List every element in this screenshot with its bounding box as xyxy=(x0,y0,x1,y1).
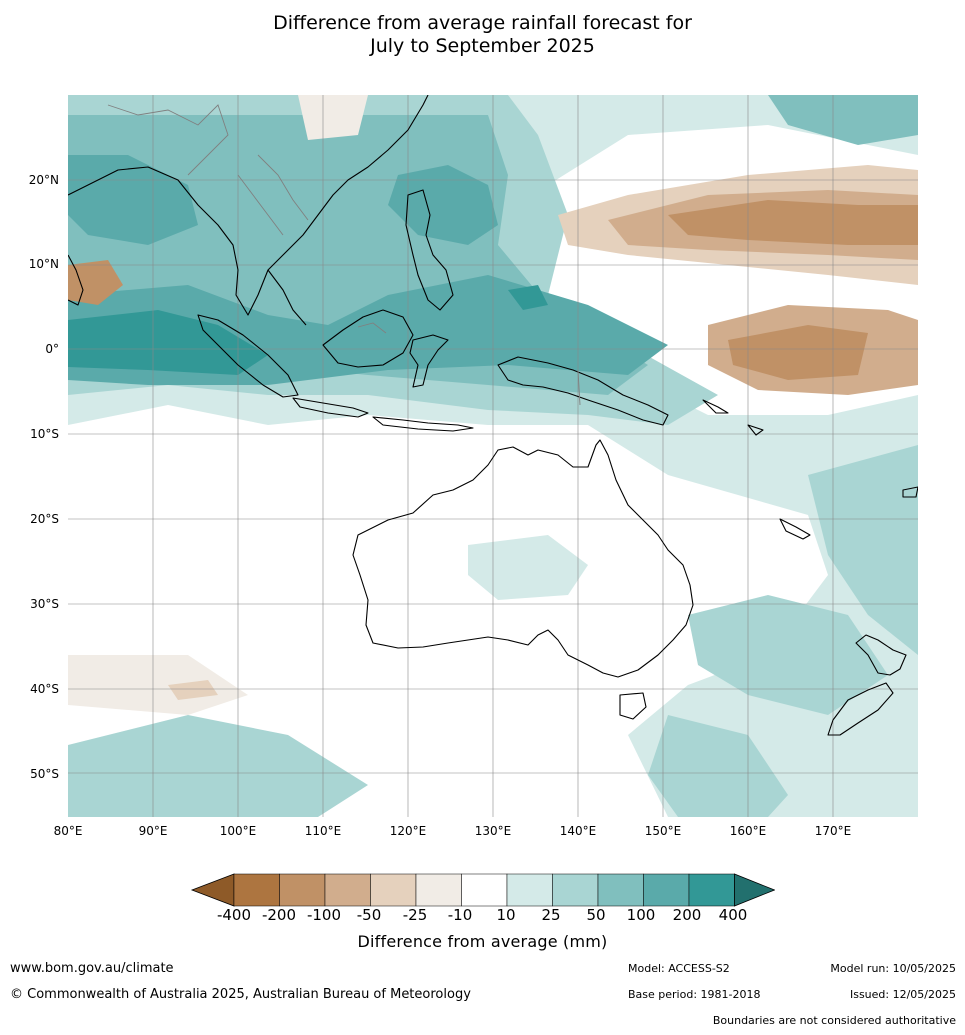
colorbar-swatch xyxy=(506,873,553,907)
lat-label-20s: 20°S xyxy=(30,512,59,526)
colorbar-legend xyxy=(190,873,775,907)
colorbar-tick: -50 xyxy=(356,906,382,924)
colorbar-tick: -10 xyxy=(447,906,473,924)
lon-label-150e: 150°E xyxy=(644,824,682,838)
lat-label-30s: 30°S xyxy=(30,597,59,611)
footer-url-link[interactable]: www.bom.gov.au/climate xyxy=(10,961,174,976)
colorbar-swatch xyxy=(233,873,280,907)
rainfall-map xyxy=(68,95,918,817)
colorbar-swatch xyxy=(461,873,508,907)
colorbar-swatch xyxy=(415,873,462,907)
lon-label-110e: 110°E xyxy=(304,824,342,838)
colorbar-swatch xyxy=(279,873,326,907)
lon-label-90e: 90°E xyxy=(138,824,168,838)
borders xyxy=(107,104,581,406)
lon-label-120e: 120°E xyxy=(389,824,427,838)
lon-label-130e: 130°E xyxy=(474,824,512,838)
colorbar-tick: 50 xyxy=(586,906,606,924)
lat-label-10n: 10°N xyxy=(28,257,59,271)
footer-model-run: Model run: 10/05/2025 xyxy=(830,962,956,975)
colorbar-axis-label: Difference from average (mm) xyxy=(357,932,608,951)
lon-label-80e: 80°E xyxy=(53,824,83,838)
lat-label-50s: 50°S xyxy=(30,767,59,781)
rainfall-anomaly-map xyxy=(68,95,918,817)
colorbar-swatch xyxy=(370,873,417,907)
colorbar-tick: 400 xyxy=(718,906,748,924)
colorbar-tick: -400 xyxy=(216,906,252,924)
colorbar-extend-low xyxy=(190,873,235,907)
colorbar-swatch xyxy=(552,873,599,907)
lon-label-100e: 100°E xyxy=(219,824,257,838)
colorbar-tick: 100 xyxy=(626,906,656,924)
colorbar-tick: 200 xyxy=(672,906,702,924)
colorbar-swatch xyxy=(597,873,644,907)
lat-label-0: 0° xyxy=(45,342,59,356)
colorbar-tick: -25 xyxy=(402,906,428,924)
dry-anomaly-regions xyxy=(68,95,918,715)
lon-label-170e: 170°E xyxy=(814,824,852,838)
footer-issued: Issued: 12/05/2025 xyxy=(849,988,956,1001)
footer-copyright: © Commonwealth of Australia 2025, Austra… xyxy=(10,987,471,1002)
colorbar-swatch xyxy=(324,873,371,907)
colorbar-tick: 10 xyxy=(496,906,516,924)
lon-label-140e: 140°E xyxy=(559,824,597,838)
footer-model: Model: ACCESS-S2 xyxy=(628,962,730,975)
lat-label-20n: 20°N xyxy=(28,173,59,187)
footer-base-period: Base period: 1981-2018 xyxy=(628,988,761,1001)
footer-boundary-disclaimer: Boundaries are not considered authoritat… xyxy=(712,1014,956,1027)
map-title-line-2: July to September 2025 xyxy=(370,35,595,57)
colorbar-swatch xyxy=(643,873,690,907)
lat-label-10s: 10°S xyxy=(30,427,59,441)
graticule xyxy=(68,95,918,817)
lat-label-40s: 40°S xyxy=(30,682,59,696)
coastlines xyxy=(68,95,918,736)
map-title-line-1: Difference from average rainfall forecas… xyxy=(273,12,692,34)
colorbar-swatch xyxy=(688,873,735,907)
colorbar-tick: -200 xyxy=(261,906,297,924)
lon-label-160e: 160°E xyxy=(729,824,767,838)
colorbar-extend-high xyxy=(734,873,775,907)
colorbar-tick: 25 xyxy=(541,906,561,924)
wet-anomaly-regions xyxy=(68,95,918,817)
colorbar-tick: -100 xyxy=(306,906,342,924)
